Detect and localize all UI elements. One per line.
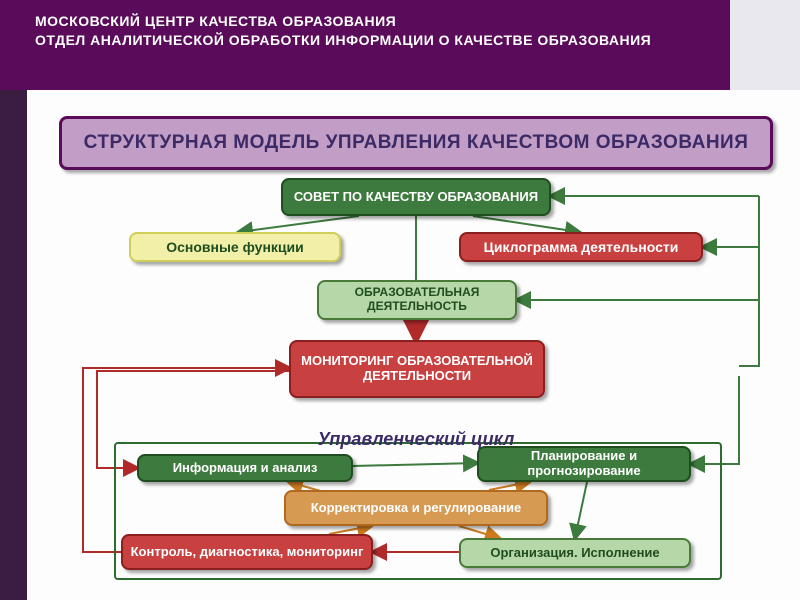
node-edu: ОБРАЗОВАТЕЛЬНАЯ ДЕЯТЕЛЬНОСТЬ <box>317 280 517 320</box>
node-org: Организация. Исполнение <box>459 538 691 568</box>
header-line2: ОТДЕЛ АНАЛИТИЧЕСКОЙ ОБРАБОТКИ ИНФОРМАЦИИ… <box>35 31 710 50</box>
slide-canvas: СТРУКТУРНАЯ МОДЕЛЬ УПРАВЛЕНИЯ КАЧЕСТВОМ … <box>27 90 800 600</box>
node-monitor: МОНИТОРИНГ ОБРАЗОВАТЕЛЬНОЙ ДЕЯТЕЛЬНОСТИ <box>289 340 545 398</box>
left-strip <box>0 90 27 600</box>
diagram-title: СТРУКТУРНАЯ МОДЕЛЬ УПРАВЛЕНИЯ КАЧЕСТВОМ … <box>59 116 773 170</box>
edge-council-functions <box>239 216 359 232</box>
header-notch <box>730 0 800 90</box>
header-line1: МОСКОВСКИЙ ЦЕНТР КАЧЕСТВА ОБРАЗОВАНИЯ <box>35 12 710 31</box>
node-plan: Планирование и прогнозирование <box>477 446 691 482</box>
node-adjust: Корректировка и регулирование <box>284 490 548 526</box>
node-council: СОВЕТ ПО КАЧЕСТВУ ОБРАЗОВАНИЯ <box>281 178 551 216</box>
node-functions: Основные функции <box>129 232 341 262</box>
diagram-area: СТРУКТУРНАЯ МОДЕЛЬ УПРАВЛЕНИЯ КАЧЕСТВОМ … <box>59 116 773 576</box>
node-info: Информация и анализ <box>137 454 353 482</box>
slide-stage: { "header": { "line1": "МОСКОВСКИЙ ЦЕНТР… <box>0 0 800 600</box>
edge-council-cyclogram <box>473 216 579 232</box>
node-control: Контроль, диагностика, мониторинг <box>121 534 373 570</box>
edge-right-bus-council <box>551 196 759 366</box>
slide-header: МОСКОВСКИЙ ЦЕНТР КАЧЕСТВА ОБРАЗОВАНИЯ ОТ… <box>0 0 730 90</box>
node-cyclogram: Циклограмма деятельности <box>459 232 703 262</box>
